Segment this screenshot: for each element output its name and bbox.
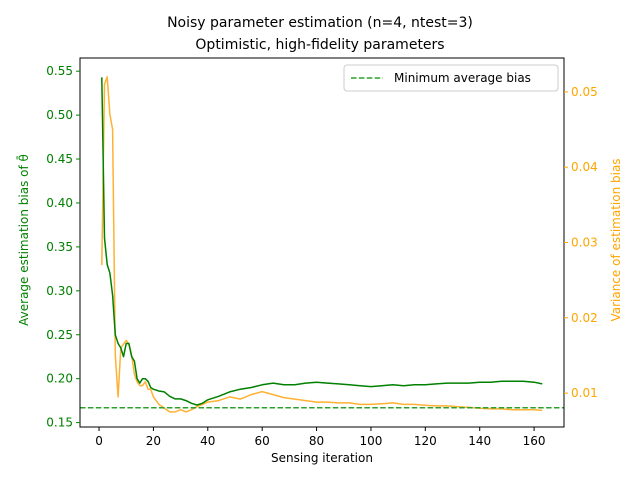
series-layer	[101, 76, 543, 413]
x-axis-label: Sensing iteration	[271, 451, 373, 465]
x-tick-label: 20	[146, 434, 161, 448]
x-tick-label: 120	[414, 434, 437, 448]
y-left-axis-ticks: 0.15 0.20 0.25 0.30 0.35 0.40 0.45 0.50 0.55	[46, 64, 80, 430]
y-left-tick-label: 0.50	[46, 108, 73, 122]
y-left-tick-label: 0.40	[46, 196, 73, 210]
y-left-tick-label: 0.25	[46, 328, 73, 342]
y-left-tick-label: 0.15	[46, 416, 73, 430]
legend-box	[343, 64, 559, 92]
y-left-tick-label: 0.55	[46, 64, 73, 78]
x-tick-label: 80	[309, 434, 324, 448]
x-tick-label: 40	[200, 434, 215, 448]
legend-min-bias-label: Minimum average bias	[394, 71, 531, 85]
y-left-axis-label: Average estimation bias of θ̄	[17, 154, 31, 326]
y-left-tick-label: 0.35	[46, 240, 73, 254]
x-tick-label: 160	[523, 434, 546, 448]
x-tick-label: 140	[468, 434, 491, 448]
x-tick-label: 0	[95, 434, 103, 448]
chart-subtitle: Optimistic, high-fidelity parameters	[195, 37, 444, 53]
x-tick-label: 100	[359, 434, 382, 448]
y-left-tick-label: 0.20	[46, 372, 73, 386]
series-line-average-bias	[101, 77, 543, 406]
y-left-tick-label: 0.30	[46, 284, 73, 298]
y-left-tick-label: 0.45	[46, 152, 73, 166]
y-right-tick-label: 0.04	[571, 160, 598, 174]
x-tick-label: 60	[255, 434, 270, 448]
y-right-axis-label: Variance of estimation bias	[609, 158, 623, 321]
y-right-tick-label: 0.02	[571, 311, 598, 325]
legend: Minimum average bias	[343, 64, 559, 92]
y-right-tick-label: 0.03	[571, 236, 598, 250]
y-right-axis-ticks: 0.01 0.02 0.03 0.04 0.05	[564, 85, 598, 400]
y-right-tick-label: 0.05	[571, 85, 598, 99]
y-right-tick-label: 0.01	[571, 386, 598, 400]
x-axis-ticks: 0 20 40 60 80 100 120 140 160	[95, 427, 546, 448]
chart-title: Noisy parameter estimation (n=4, ntest=3…	[167, 15, 473, 31]
